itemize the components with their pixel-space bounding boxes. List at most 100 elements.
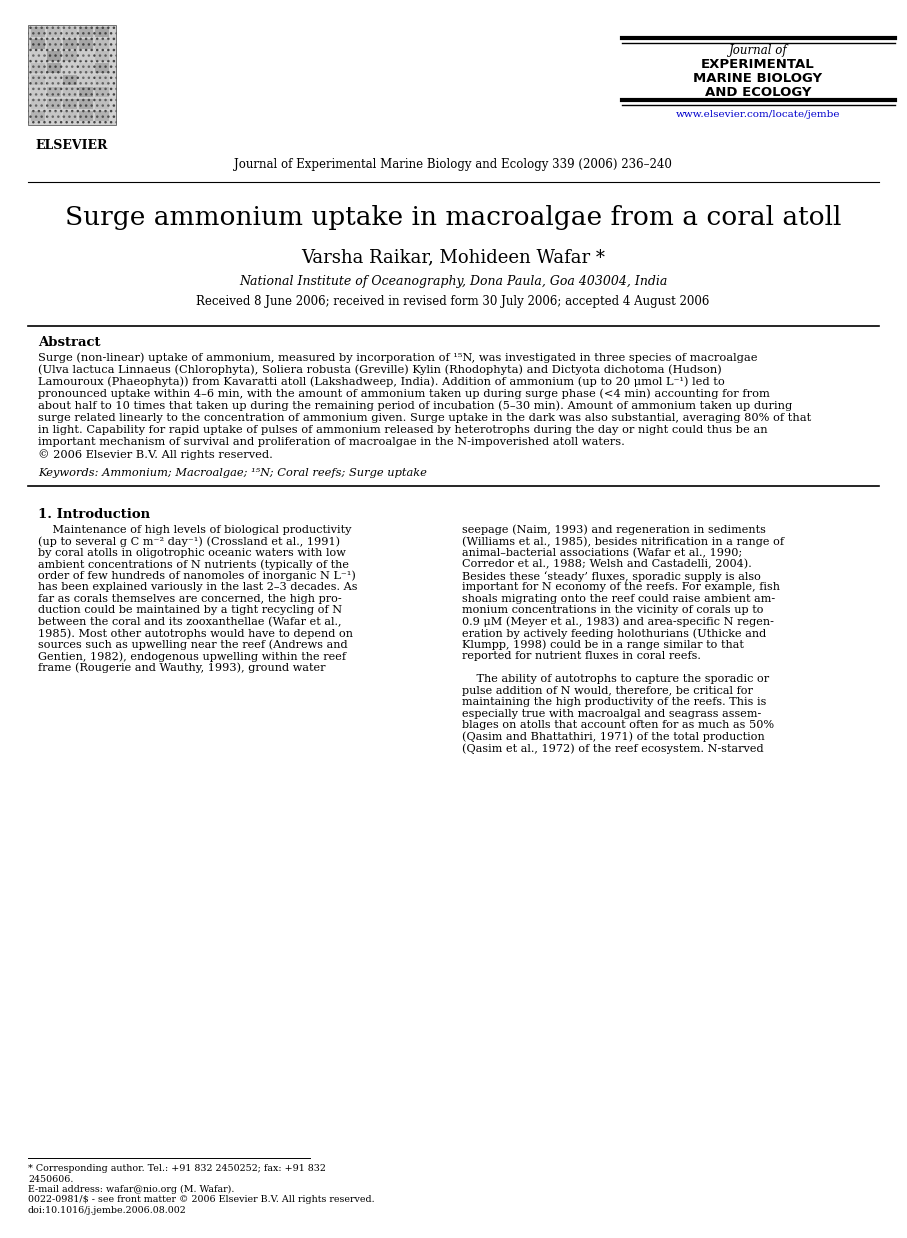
Text: frame (Rougerie and Wauthy, 1993), ground water: frame (Rougerie and Wauthy, 1993), groun… — [38, 662, 326, 673]
Text: Abstract: Abstract — [38, 335, 101, 349]
Text: 1. Introduction: 1. Introduction — [38, 508, 151, 521]
Text: animal–bacterial associations (Wafar et al., 1990;: animal–bacterial associations (Wafar et … — [462, 547, 742, 558]
Bar — [47, 63, 61, 73]
Text: monium concentrations in the vicinity of corals up to: monium concentrations in the vicinity of… — [462, 605, 764, 615]
Text: E-mail address: wafar@nio.org (M. Wafar).: E-mail address: wafar@nio.org (M. Wafar)… — [28, 1185, 234, 1195]
Text: order of few hundreds of nanomoles of inorganic N L⁻¹): order of few hundreds of nanomoles of in… — [38, 571, 356, 582]
Bar — [31, 87, 45, 97]
Text: pronounced uptake within 4–6 min, with the amount of ammonium taken up during su: pronounced uptake within 4–6 min, with t… — [38, 389, 770, 399]
Text: reported for nutrient fluxes in coral reefs.: reported for nutrient fluxes in coral re… — [462, 651, 701, 661]
Text: pulse addition of N would, therefore, be critical for: pulse addition of N would, therefore, be… — [462, 686, 753, 696]
Bar — [31, 63, 45, 73]
Text: has been explained variously in the last 2–3 decades. As: has been explained variously in the last… — [38, 582, 357, 592]
Bar — [47, 76, 61, 85]
Text: Klumpp, 1998) could be in a range similar to that: Klumpp, 1998) could be in a range simila… — [462, 640, 744, 650]
Text: important mechanism of survival and proliferation of macroalgae in the N-impover: important mechanism of survival and prol… — [38, 437, 625, 447]
Bar — [47, 51, 61, 61]
Bar — [79, 40, 93, 50]
Text: duction could be maintained by a tight recycling of N: duction could be maintained by a tight r… — [38, 605, 342, 615]
Text: especially true with macroalgal and seagrass assem-: especially true with macroalgal and seag… — [462, 709, 761, 719]
Bar — [31, 111, 45, 121]
Text: (Qasim and Bhattathiri, 1971) of the total production: (Qasim and Bhattathiri, 1971) of the tot… — [462, 732, 765, 743]
Bar — [95, 63, 109, 73]
Text: eration by actively feeding holothurians (Uthicke and: eration by actively feeding holothurians… — [462, 629, 766, 639]
Text: Corredor et al., 1988; Welsh and Castadelli, 2004).: Corredor et al., 1988; Welsh and Castade… — [462, 560, 752, 569]
Bar — [31, 27, 45, 37]
Text: in light. Capability for rapid uptake of pulses of ammonium released by heterotr: in light. Capability for rapid uptake of… — [38, 425, 767, 436]
Bar — [31, 40, 45, 50]
Bar — [47, 87, 61, 97]
Bar — [79, 51, 93, 61]
Bar — [63, 63, 77, 73]
Text: EXPERIMENTAL: EXPERIMENTAL — [701, 58, 814, 71]
Bar — [63, 76, 77, 85]
Text: ambient concentrations of N nutrients (typically of the: ambient concentrations of N nutrients (t… — [38, 560, 349, 569]
Text: maintaining the high productivity of the reefs. This is: maintaining the high productivity of the… — [462, 697, 766, 707]
Bar — [47, 111, 61, 121]
Text: surge related linearly to the concentration of ammonium given. Surge uptake in t: surge related linearly to the concentrat… — [38, 413, 811, 423]
Bar — [79, 76, 93, 85]
Text: National Institute of Oceanography, Dona Paula, Goa 403004, India: National Institute of Oceanography, Dona… — [239, 275, 668, 288]
Text: Lamouroux (Phaeophyta)) from Kavaratti atoll (Lakshadweep, India). Addition of a: Lamouroux (Phaeophyta)) from Kavaratti a… — [38, 376, 725, 387]
Text: © 2006 Elsevier B.V. All rights reserved.: © 2006 Elsevier B.V. All rights reserved… — [38, 449, 273, 461]
Bar — [63, 40, 77, 50]
Text: (Ulva lactuca Linnaeus (Chlorophyta), Soliera robusta (Greville) Kylin (Rhodophy: (Ulva lactuca Linnaeus (Chlorophyta), So… — [38, 364, 722, 375]
Text: Varsha Raikar, Mohideen Wafar *: Varsha Raikar, Mohideen Wafar * — [301, 248, 605, 266]
Text: far as corals themselves are concerned, the high pro-: far as corals themselves are concerned, … — [38, 594, 342, 604]
Text: 0.9 μM (Meyer et al., 1983) and area-specific N regen-: 0.9 μM (Meyer et al., 1983) and area-spe… — [462, 617, 774, 628]
Bar — [47, 99, 61, 109]
Text: Surge ammonium uptake in macroalgae from a coral atoll: Surge ammonium uptake in macroalgae from… — [64, 206, 841, 230]
Text: * Corresponding author. Tel.: +91 832 2450252; fax: +91 832: * Corresponding author. Tel.: +91 832 24… — [28, 1164, 326, 1172]
Bar — [95, 99, 109, 109]
Bar — [63, 87, 77, 97]
Bar — [95, 87, 109, 97]
Text: Gentien, 1982), endogenous upwelling within the reef: Gentien, 1982), endogenous upwelling wit… — [38, 651, 346, 662]
Text: Besides these ‘steady’ fluxes, sporadic supply is also: Besides these ‘steady’ fluxes, sporadic … — [462, 571, 761, 582]
Text: Received 8 June 2006; received in revised form 30 July 2006; accepted 4 August 2: Received 8 June 2006; received in revise… — [196, 295, 709, 308]
Text: www.elsevier.com/locate/jembe: www.elsevier.com/locate/jembe — [676, 110, 840, 119]
Text: doi:10.1016/j.jembe.2006.08.002: doi:10.1016/j.jembe.2006.08.002 — [28, 1206, 187, 1214]
Text: The ability of autotrophs to capture the sporadic or: The ability of autotrophs to capture the… — [462, 675, 769, 685]
Bar — [79, 27, 93, 37]
Bar — [63, 51, 77, 61]
Text: Journal of Experimental Marine Biology and Ecology 339 (2006) 236–240: Journal of Experimental Marine Biology a… — [234, 158, 672, 171]
Text: Maintenance of high levels of biological productivity: Maintenance of high levels of biological… — [38, 525, 352, 535]
Bar — [63, 27, 77, 37]
Bar — [79, 63, 93, 73]
Text: 2450606.: 2450606. — [28, 1175, 73, 1184]
Text: Journal of: Journal of — [728, 45, 787, 57]
Bar — [47, 40, 61, 50]
Text: blages on atolls that account often for as much as 50%: blages on atolls that account often for … — [462, 721, 775, 730]
Bar — [79, 87, 93, 97]
Bar — [47, 27, 61, 37]
Text: seepage (Naim, 1993) and regeneration in sediments: seepage (Naim, 1993) and regeneration in… — [462, 525, 766, 535]
Text: shoals migrating onto the reef could raise ambient am-: shoals migrating onto the reef could rai… — [462, 594, 775, 604]
Bar — [95, 76, 109, 85]
Text: (Williams et al., 1985), besides nitrification in a range of: (Williams et al., 1985), besides nitrifi… — [462, 536, 784, 547]
Bar — [28, 25, 116, 125]
Bar — [95, 111, 109, 121]
Bar — [31, 51, 45, 61]
Text: (up to several g C m⁻² day⁻¹) (Crossland et al., 1991): (up to several g C m⁻² day⁻¹) (Crossland… — [38, 536, 340, 547]
Text: MARINE BIOLOGY: MARINE BIOLOGY — [694, 72, 823, 85]
Text: Keywords: Ammonium; Macroalgae; ¹⁵N; Coral reefs; Surge uptake: Keywords: Ammonium; Macroalgae; ¹⁵N; Cor… — [38, 468, 427, 478]
Text: 1985). Most other autotrophs would have to depend on: 1985). Most other autotrophs would have … — [38, 629, 353, 639]
Text: ELSEVIER: ELSEVIER — [35, 139, 108, 152]
Text: sources such as upwelling near the reef (Andrews and: sources such as upwelling near the reef … — [38, 640, 347, 650]
Bar — [95, 27, 109, 37]
Text: (Qasim et al., 1972) of the reef ecosystem. N-starved: (Qasim et al., 1972) of the reef ecosyst… — [462, 743, 764, 754]
Bar — [63, 99, 77, 109]
Text: important for N economy of the reefs. For example, fish: important for N economy of the reefs. Fo… — [462, 582, 780, 592]
Bar — [79, 99, 93, 109]
Text: about half to 10 times that taken up during the remaining period of incubation (: about half to 10 times that taken up dur… — [38, 401, 792, 411]
Text: between the coral and its zooxanthellae (Wafar et al.,: between the coral and its zooxanthellae … — [38, 617, 342, 628]
Bar — [31, 99, 45, 109]
Bar — [31, 76, 45, 85]
Text: Surge (non-linear) uptake of ammonium, measured by incorporation of ¹⁵N, was inv: Surge (non-linear) uptake of ammonium, m… — [38, 352, 757, 363]
Bar — [95, 51, 109, 61]
Text: 0022-0981/$ - see front matter © 2006 Elsevier B.V. All rights reserved.: 0022-0981/$ - see front matter © 2006 El… — [28, 1196, 375, 1205]
Text: AND ECOLOGY: AND ECOLOGY — [705, 85, 811, 99]
Bar — [63, 111, 77, 121]
Bar — [95, 40, 109, 50]
Text: by coral atolls in oligotrophic oceanic waters with low: by coral atolls in oligotrophic oceanic … — [38, 547, 346, 558]
